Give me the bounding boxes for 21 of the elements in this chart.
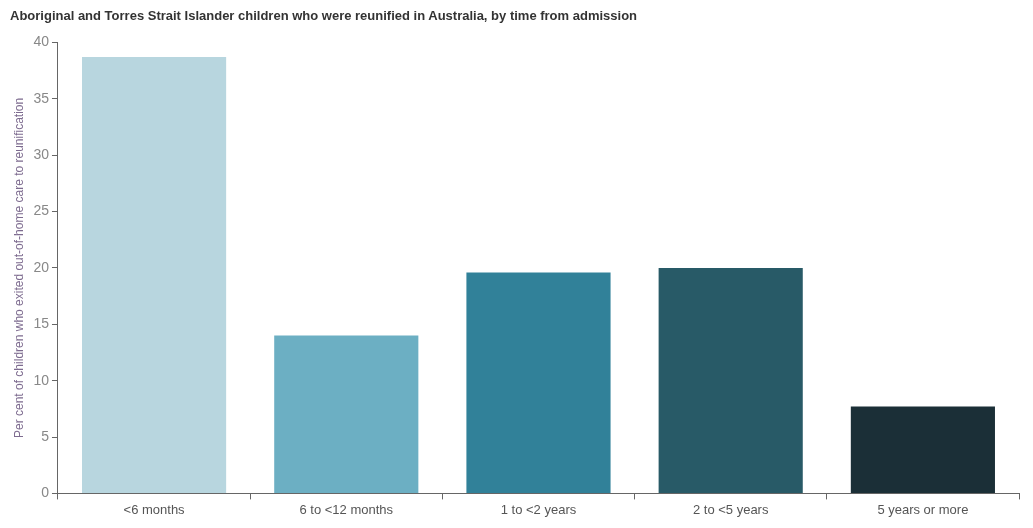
y-axis-title: Per cent of children who exited out-of-home care to reunification (11, 97, 26, 438)
y-tick-label: 5 (41, 427, 50, 444)
bar (82, 57, 227, 493)
x-tick-label: 6 to <12 months (299, 501, 394, 517)
x-tick-label: 5 years or more (877, 501, 969, 517)
y-tick-label: 20 (33, 258, 50, 275)
y-tick-label: 0 (41, 484, 50, 501)
y-tick-label: 15 (33, 315, 50, 332)
y-tick-label: 30 (33, 146, 50, 163)
bar (274, 335, 419, 493)
x-tick-label: <6 months (123, 501, 186, 517)
x-tick-label: 1 to <2 years (500, 501, 577, 517)
y-tick-label: 35 (33, 89, 50, 106)
bar (466, 272, 611, 493)
bar (658, 267, 803, 493)
chart-title: Aboriginal and Torres Strait Islander children who were reunified in Australia, by time from admission (10, 8, 638, 23)
x-tick-label: 2 to <5 years (692, 501, 769, 517)
bar (850, 406, 995, 493)
y-tick-label: 25 (33, 202, 50, 219)
y-tick-label: 40 (33, 33, 50, 50)
y-tick-label: 10 (33, 371, 50, 388)
